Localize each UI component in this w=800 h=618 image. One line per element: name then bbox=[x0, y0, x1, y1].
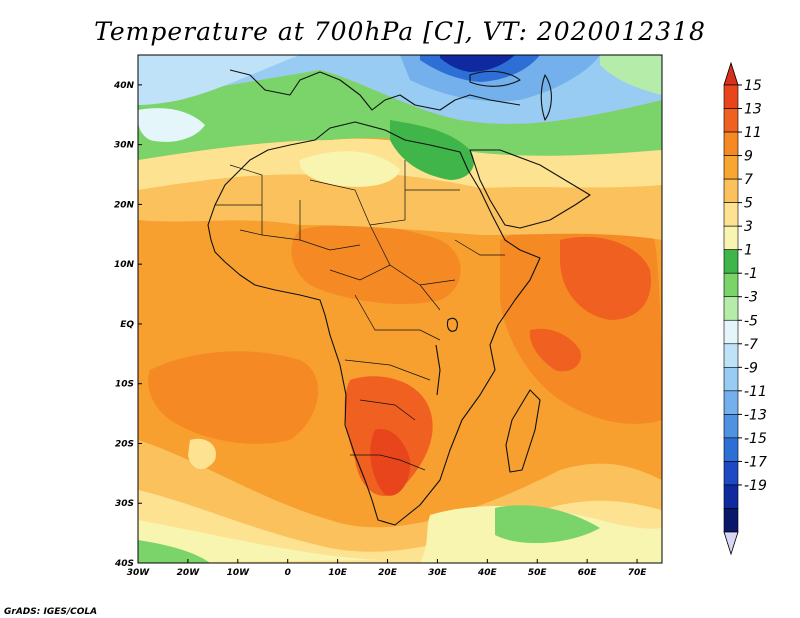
colorbar-bin bbox=[723, 461, 739, 486]
arabian-peninsula bbox=[469, 149, 591, 229]
x-tick-label: 40E bbox=[477, 568, 498, 578]
x-tick-label: 20W bbox=[177, 568, 201, 578]
madagascar bbox=[505, 389, 541, 473]
x-tick-label: 30W bbox=[127, 568, 151, 578]
colorbar-bottom-arrow bbox=[723, 531, 739, 556]
colorbar-bin bbox=[723, 272, 739, 298]
colorbar-top-arrow bbox=[723, 61, 739, 86]
colorbar-label: -7 bbox=[744, 337, 758, 353]
country-borders bbox=[215, 160, 505, 471]
colorbar-label: -13 bbox=[744, 407, 767, 423]
colorbar-label: 3 bbox=[744, 219, 753, 235]
colorbar-bin bbox=[723, 178, 739, 203]
colorbar-label: -5 bbox=[744, 313, 758, 329]
europe-coast bbox=[229, 69, 521, 111]
colorbar-bin bbox=[723, 296, 739, 321]
map-frame bbox=[137, 54, 663, 564]
colorbar-label: -17 bbox=[744, 454, 767, 470]
colorbar-bin bbox=[723, 225, 739, 250]
colorbar-label: -3 bbox=[744, 290, 758, 306]
colorbar-label: -11 bbox=[744, 384, 767, 400]
colorbar-bin bbox=[723, 414, 739, 439]
colorbar-bin bbox=[723, 131, 739, 156]
colorbar-bin bbox=[723, 390, 739, 415]
colorbar-label: -19 bbox=[744, 478, 767, 494]
africa-coastline bbox=[207, 121, 541, 526]
map-title: Temperature at 700hPa [C], VT: 202001231… bbox=[94, 17, 706, 46]
colorbar-label: -15 bbox=[744, 431, 767, 447]
x-tick-label: 10E bbox=[328, 568, 348, 578]
x-tick-label: 70E bbox=[628, 568, 648, 578]
colorbar-label: 7 bbox=[744, 172, 753, 188]
x-tick-label: 0 bbox=[285, 568, 291, 578]
colorbar-bin bbox=[723, 343, 739, 368]
colorbar-bin bbox=[723, 437, 739, 462]
colorbar-bin bbox=[723, 155, 739, 180]
colorbar-bin bbox=[723, 84, 739, 109]
colorbar-label: 5 bbox=[744, 196, 753, 212]
grads-credit: GrADS: IGES/COLA bbox=[4, 607, 97, 617]
colorbar-label: 1 bbox=[744, 243, 753, 259]
y-tick-label: 10N bbox=[114, 260, 135, 270]
x-tick-label: 30E bbox=[428, 568, 448, 578]
y-tick-label: 20S bbox=[115, 439, 134, 449]
x-tick-label: 60E bbox=[578, 568, 598, 578]
x-tick-label: 10W bbox=[227, 568, 251, 578]
colorbar-label: 9 bbox=[744, 149, 753, 165]
colorbar: 15 13 11 9 7 5 3 1 -1 -3 -5 -7 -9 -11 -13 -15 -17 -19 bbox=[723, 61, 767, 556]
colorbar-label: 15 bbox=[744, 78, 762, 94]
x-tick-label: 20E bbox=[378, 568, 398, 578]
y-tick-label: 30N bbox=[114, 141, 135, 151]
colorbar-bin bbox=[723, 367, 739, 392]
y-tick-label: 40N bbox=[113, 81, 135, 91]
y-tick-label: 40S bbox=[114, 559, 134, 569]
colorbar-bin bbox=[723, 202, 739, 227]
colorbar-bin bbox=[723, 108, 739, 133]
y-tick-label: 30S bbox=[115, 499, 134, 509]
colorbar-label: 13 bbox=[744, 102, 762, 118]
y-axis-ticks: 40N 30N 20N 10N EQ 10S 20S 30S 40S bbox=[113, 81, 142, 569]
y-tick-label: 10S bbox=[115, 380, 134, 390]
colorbar-label: -1 bbox=[744, 266, 758, 282]
x-tick-label: 50E bbox=[528, 568, 548, 578]
colorbar-bin bbox=[723, 319, 739, 345]
colorbar-label: -9 bbox=[744, 360, 758, 376]
colorbar-bin bbox=[723, 249, 739, 274]
colorbar-bin bbox=[723, 484, 739, 509]
colorbar-label: 11 bbox=[744, 125, 762, 141]
colorbar-bin bbox=[723, 508, 739, 533]
temperature-field bbox=[138, 55, 662, 563]
y-tick-label: 20N bbox=[114, 200, 135, 210]
x-axis-ticks: 30W 20W 10W 0 10E 20E 30E 40E 50E 60E 70E bbox=[127, 559, 647, 578]
y-tick-label: EQ bbox=[120, 320, 134, 330]
